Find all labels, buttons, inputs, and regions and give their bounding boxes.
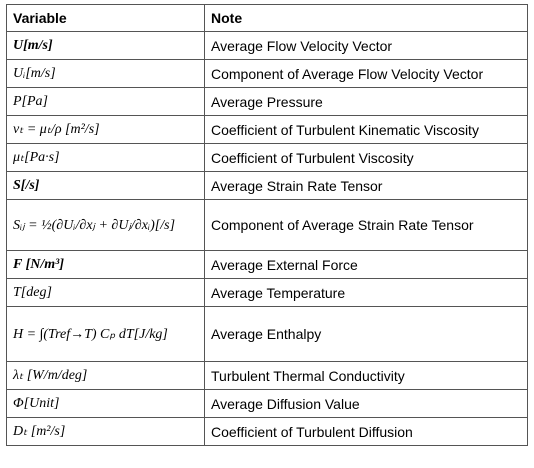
variable-cell: λₜ [W/m/deg] <box>6 361 205 390</box>
table-row: P[Pa] Average Pressure <box>6 87 528 116</box>
note-cell: Turbulent Thermal Conductivity <box>204 361 528 390</box>
note-cell: Coefficient of Turbulent Diffusion <box>204 417 528 446</box>
variable-cell: Sᵢⱼ = ½(∂Uᵢ/∂xⱼ + ∂Uⱼ/∂xᵢ)[/s] <box>6 199 205 251</box>
table-row: νₜ = μₜ/ρ [m²/s] Coefficient of Turbulent… <box>6 115 528 144</box>
variable-cell: νₜ = μₜ/ρ [m²/s] <box>6 115 205 144</box>
note-cell: Coefficient of Turbulent Viscosity <box>204 143 528 172</box>
note-cell: Average Diffusion Value <box>204 389 528 418</box>
table-body: U[m/s] Average Flow Velocity Vector Uᵢ[m/s… <box>6 31 528 446</box>
variable-cell: H = ∫(Tref→T) Cₚ dT[J/kg] <box>6 306 205 362</box>
table-row: λₜ [W/m/deg] Turbulent Thermal Conductivi… <box>6 361 528 390</box>
variable-cell: Φ[Unit] <box>6 389 205 418</box>
note-cell: Average Flow Velocity Vector <box>204 31 528 60</box>
note-cell: Average External Force <box>204 250 528 279</box>
table-row: U[m/s] Average Flow Velocity Vector <box>6 31 528 60</box>
note-cell: Average Enthalpy <box>204 306 528 362</box>
note-cell: Average Strain Rate Tensor <box>204 171 528 200</box>
table-row: Uᵢ[m/s] Component of Average Flow Velocit… <box>6 59 528 88</box>
note-cell: Average Pressure <box>204 87 528 116</box>
variable-cell: U[m/s] <box>6 31 205 60</box>
table-row: S[/s] Average Strain Rate Tensor <box>6 171 528 200</box>
table-row: T[deg] Average Temperature <box>6 278 528 307</box>
variable-cell: S[/s] <box>6 171 205 200</box>
table-row: μₜ[Pa·s] Coefficient of Turbulent Viscosi… <box>6 143 528 172</box>
note-cell: Average Temperature <box>204 278 528 307</box>
table-row: Sᵢⱼ = ½(∂Uᵢ/∂xⱼ + ∂Uⱼ/∂xᵢ)[/s] Component … <box>6 199 528 251</box>
note-cell: Component of Average Flow Velocity Vecto… <box>204 59 528 88</box>
variable-table: Variable Note U[m/s] Average Flow Velocit… <box>6 4 528 446</box>
header-row: Variable Note <box>6 4 528 32</box>
variable-cell: Uᵢ[m/s] <box>6 59 205 88</box>
variable-cell: F [N/m³] <box>6 250 205 279</box>
table-row: Dₜ [m²/s] Coefficient of Turbulent Diffus… <box>6 417 528 446</box>
variable-cell: T[deg] <box>6 278 205 307</box>
note-cell: Coefficient of Turbulent Kinematic Visco… <box>204 115 528 144</box>
header-cell: Note <box>204 4 528 32</box>
table-row: H = ∫(Tref→T) Cₚ dT[J/kg] Average Enthalp… <box>6 306 528 362</box>
variable-cell: Dₜ [m²/s] <box>6 417 205 446</box>
variable-cell: μₜ[Pa·s] <box>6 143 205 172</box>
note-cell: Component of Average Strain Rate Tensor <box>204 199 528 251</box>
table-row: F [N/m³] Average External Force <box>6 250 528 279</box>
table-row: Φ[Unit] Average Diffusion Value <box>6 389 528 418</box>
variable-cell: P[Pa] <box>6 87 205 116</box>
header-cell: Variable <box>6 4 205 32</box>
